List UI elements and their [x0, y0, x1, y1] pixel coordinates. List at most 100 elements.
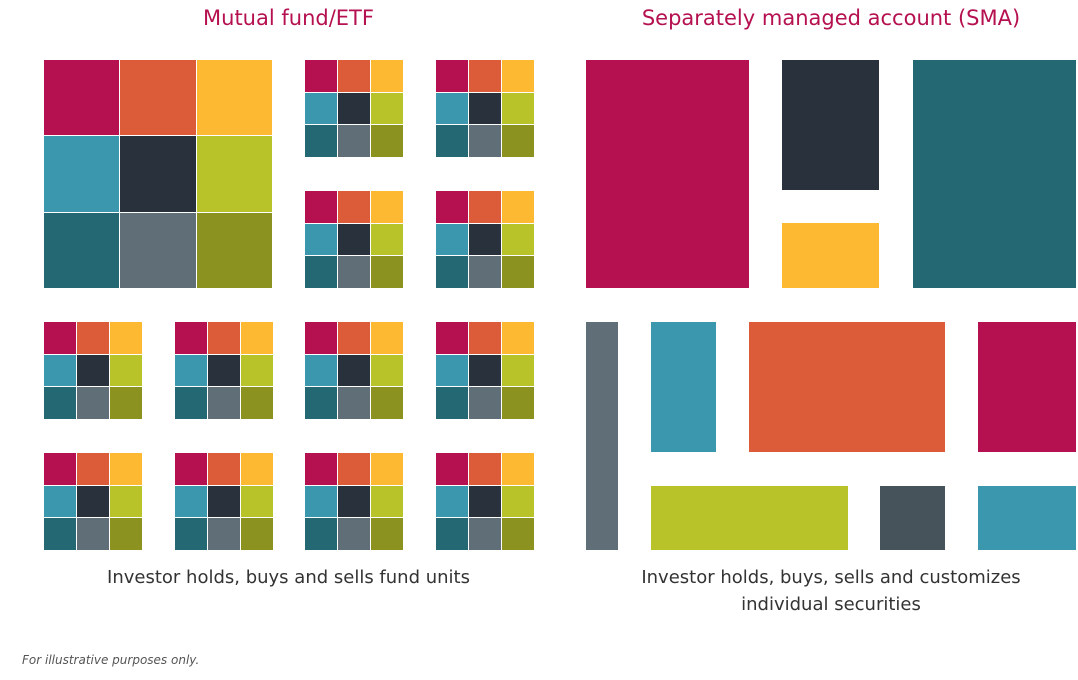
holding-cell	[110, 453, 142, 485]
holding-cell	[469, 453, 501, 485]
holding-cell	[469, 256, 501, 288]
holding-cell	[120, 60, 196, 136]
holding-cell	[196, 212, 272, 288]
holding-cell	[338, 354, 370, 387]
holding-cell	[502, 322, 534, 354]
holding-cell	[208, 354, 240, 387]
holding-cell	[196, 136, 272, 212]
holding-cell	[338, 256, 370, 288]
holding-cell	[436, 60, 468, 92]
security-block	[913, 60, 1076, 288]
holding-cell	[502, 92, 534, 125]
holding-cell	[338, 387, 370, 419]
footnote: For illustrative purposes only.	[22, 653, 200, 667]
holding-cell	[469, 223, 501, 256]
holding-cell	[77, 322, 109, 354]
holding-cell	[305, 223, 337, 256]
holding-cell	[305, 256, 337, 288]
fund-block	[305, 60, 403, 157]
holding-cell	[305, 485, 337, 518]
holding-cell	[502, 191, 534, 223]
holding-cell	[469, 191, 501, 223]
holding-cell	[502, 485, 534, 518]
security-block	[880, 486, 945, 550]
holding-cell	[436, 125, 468, 157]
holding-cell	[241, 387, 273, 419]
holding-cell	[120, 212, 196, 288]
holding-cell	[502, 518, 534, 550]
security-block	[651, 322, 716, 452]
holding-cell	[208, 387, 240, 419]
holding-cell	[241, 354, 273, 387]
holding-cell	[338, 60, 370, 92]
holding-cell	[338, 223, 370, 256]
mutual-fund-caption: Investor holds, buys and sells fund unit…	[107, 567, 470, 588]
holding-cell	[305, 387, 337, 419]
holding-cell	[77, 453, 109, 485]
holding-cell	[502, 387, 534, 419]
holding-cell	[338, 92, 370, 125]
sma-heading: Separately managed account (SMA)	[641, 6, 1021, 30]
holding-cell	[436, 453, 468, 485]
holding-cell	[436, 92, 468, 125]
holding-cell	[338, 191, 370, 223]
fund-block	[175, 322, 273, 419]
holding-cell	[502, 256, 534, 288]
holding-cell	[502, 60, 534, 92]
holding-cell	[305, 92, 337, 125]
security-block	[749, 322, 945, 452]
sma-caption: Investor holds, buys, sells and customiz…	[586, 564, 1076, 618]
holding-cell	[77, 387, 109, 419]
holding-cell	[469, 92, 501, 125]
sma-caption-line-2: individual securities	[741, 594, 921, 615]
holding-cell	[305, 60, 337, 92]
holding-cell	[371, 485, 403, 518]
holding-cell	[110, 518, 142, 550]
holding-cell	[44, 453, 76, 485]
holding-cell	[175, 485, 207, 518]
security-block	[651, 486, 848, 550]
holding-cell	[502, 453, 534, 485]
holding-cell	[44, 136, 120, 212]
holding-cell	[436, 387, 468, 419]
holding-cell	[305, 191, 337, 223]
holding-cell	[436, 518, 468, 550]
holding-cell	[436, 191, 468, 223]
holding-cell	[175, 354, 207, 387]
holding-cell	[371, 453, 403, 485]
holding-cell	[208, 322, 240, 354]
holding-cell	[338, 453, 370, 485]
holding-cell	[120, 136, 196, 212]
security-block	[978, 486, 1076, 550]
holding-cell	[371, 387, 403, 419]
holding-cell	[44, 354, 76, 387]
holding-cell	[371, 354, 403, 387]
fund-block	[305, 191, 403, 288]
holding-cell	[110, 485, 142, 518]
holding-cell	[436, 354, 468, 387]
holding-cell	[371, 125, 403, 157]
holding-cell	[436, 256, 468, 288]
holding-cell	[44, 322, 76, 354]
holding-cell	[469, 354, 501, 387]
holding-cell	[44, 212, 120, 288]
holding-cell	[110, 322, 142, 354]
holding-cell	[241, 322, 273, 354]
holding-cell	[44, 60, 120, 136]
holding-cell	[371, 256, 403, 288]
holding-cell	[44, 485, 76, 518]
holding-cell	[469, 60, 501, 92]
holding-cell	[371, 60, 403, 92]
fund-block	[305, 453, 403, 550]
holding-cell	[208, 453, 240, 485]
fund-block	[436, 453, 534, 550]
security-block	[782, 223, 879, 288]
holding-cell	[469, 322, 501, 354]
holding-cell	[77, 354, 109, 387]
holding-cell	[77, 518, 109, 550]
holding-cell	[338, 485, 370, 518]
fund-block	[175, 453, 273, 550]
holding-cell	[436, 223, 468, 256]
holding-cell	[241, 518, 273, 550]
holding-cell	[44, 518, 76, 550]
